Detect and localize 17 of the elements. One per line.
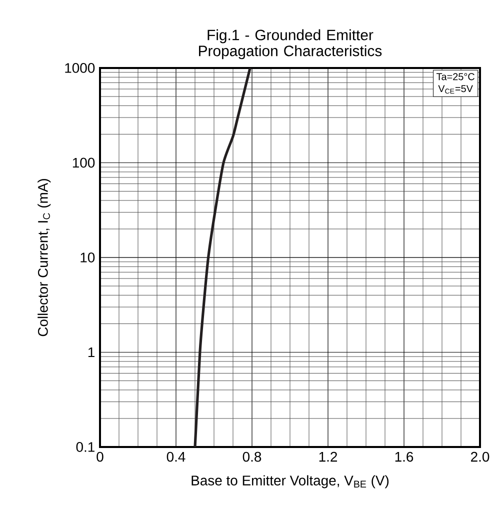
chart-title: Fig.1 - Grounded Emitter Propagation Characteristics: [199, 29, 382, 60]
y-tick-label: 100: [72, 158, 95, 168]
annotation: V$_{CE}$=5V: [438, 85, 473, 94]
x-tick-label: 2.0: [471, 452, 490, 462]
y-tick-label: 1000: [65, 63, 95, 73]
x-tick-label: 1.6: [395, 452, 414, 462]
x-axis-title: Base to Emitter Voltage, V$_{BE}$ (V): [192, 475, 389, 488]
y-tick-label: 10: [80, 252, 95, 262]
x-tick-label: 0.8: [242, 452, 262, 462]
y-axis-title: Collector Current, I$_{C}$ (mA): [38, 179, 51, 336]
x-tick-label: 0: [96, 452, 104, 462]
x-tick-label: 1.2: [319, 452, 338, 462]
annotation: Ta=25°C: [436, 73, 474, 80]
x-tick-label: 0.4: [166, 452, 186, 462]
y-tick-label: 0.1: [76, 442, 94, 452]
line-series: [194, 68, 252, 447]
y-tick-label: 1: [88, 347, 94, 358]
